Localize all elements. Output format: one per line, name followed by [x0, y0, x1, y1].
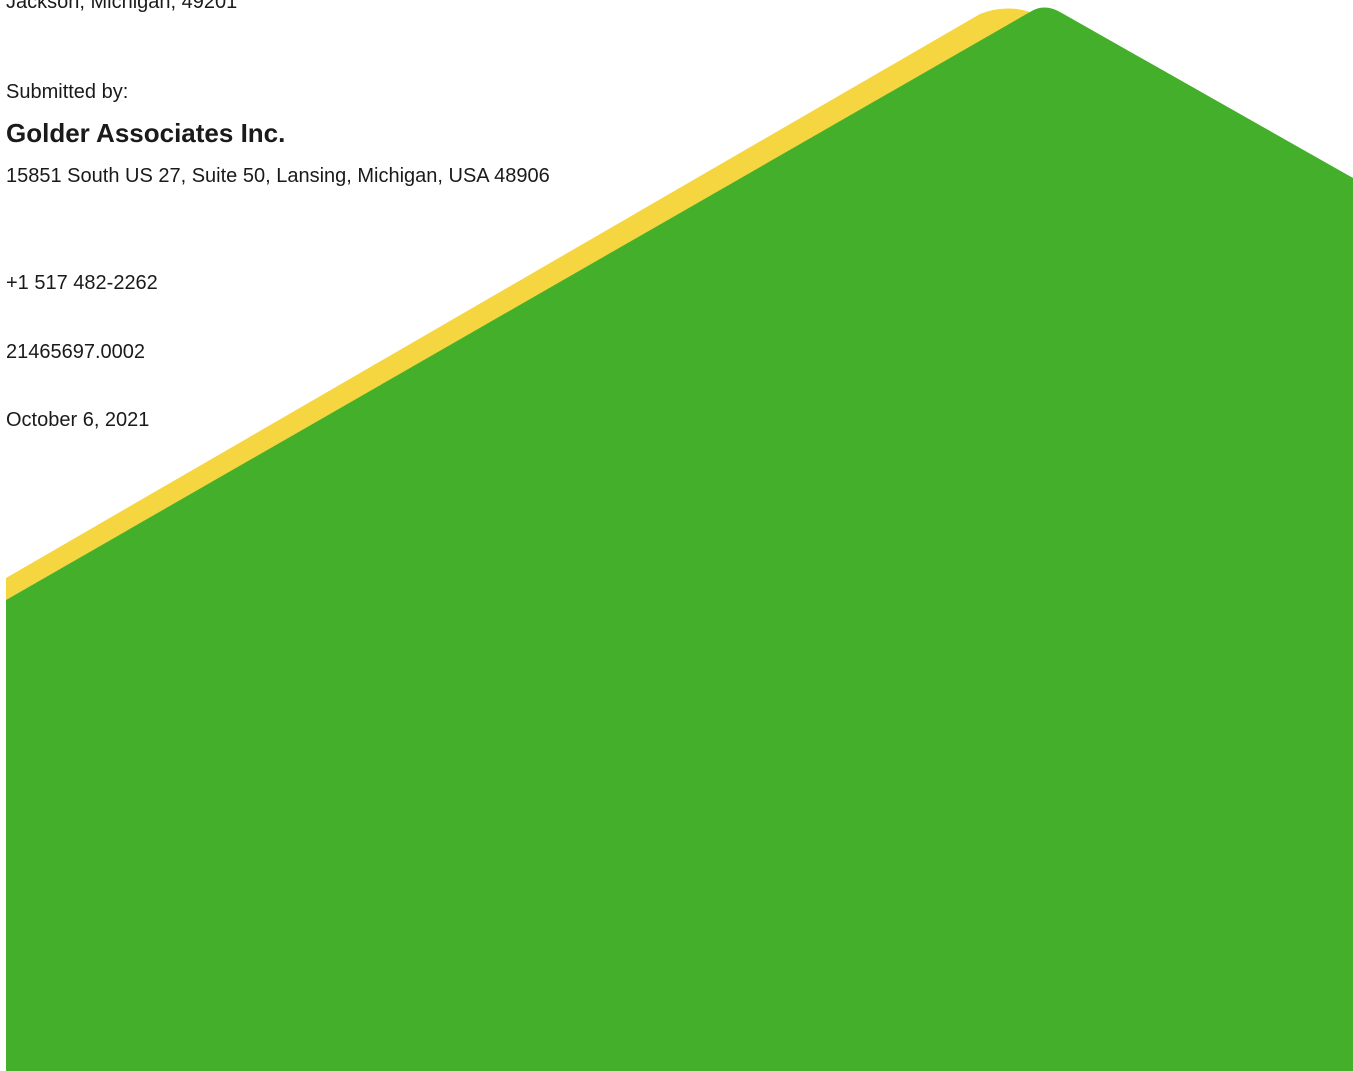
green-house-shape — [6, 7, 1353, 1071]
report-date: October 6, 2021 — [6, 409, 150, 431]
submitted-by-label: Submitted by: — [6, 81, 129, 103]
project-number: 21465697.0002 — [6, 341, 146, 363]
company-name: Golder Associates Inc. — [6, 118, 286, 148]
client-address: Jackson, Michigan, 49201 — [6, 0, 238, 13]
company-address: 15851 South US 27, Suite 50, Lansing, Mi… — [6, 165, 550, 187]
phone-number: +1 517 482-2262 — [6, 272, 158, 294]
